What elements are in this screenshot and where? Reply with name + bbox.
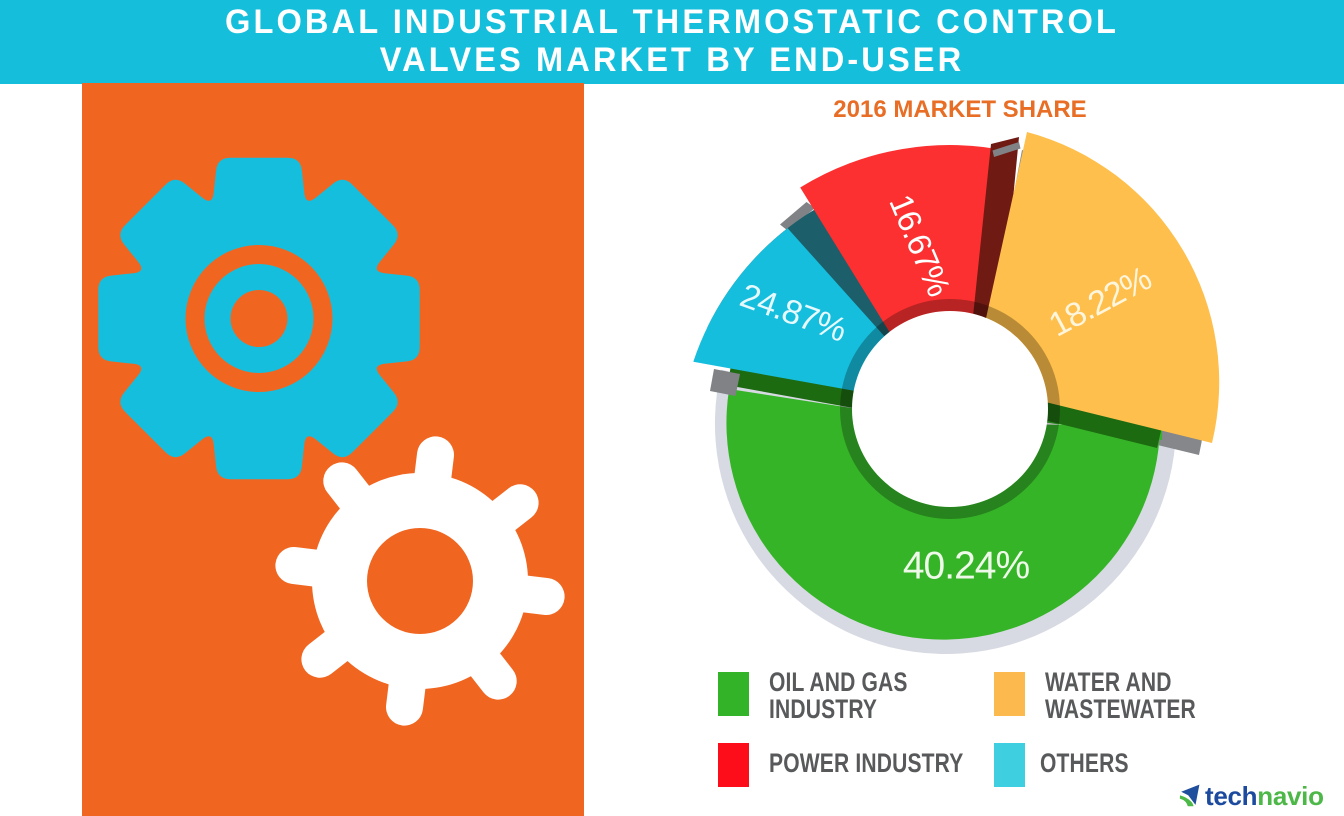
svg-text:40.24%: 40.24% [903, 545, 1030, 588]
svg-text:18.22%: 18.22% [1043, 259, 1158, 344]
svg-text:16.67%: 16.67% [882, 189, 958, 302]
svg-text:24.87%: 24.87% [735, 276, 851, 349]
